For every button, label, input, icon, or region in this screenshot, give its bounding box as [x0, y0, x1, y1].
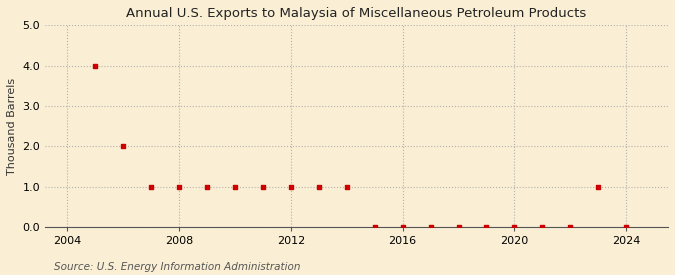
Y-axis label: Thousand Barrels: Thousand Barrels — [7, 78, 17, 175]
Point — [621, 225, 632, 229]
Point — [230, 185, 240, 189]
Point — [90, 64, 101, 68]
Point — [342, 185, 352, 189]
Point — [481, 225, 492, 229]
Point — [509, 225, 520, 229]
Text: Source: U.S. Energy Information Administration: Source: U.S. Energy Information Administ… — [54, 262, 300, 272]
Point — [146, 185, 157, 189]
Point — [258, 185, 269, 189]
Title: Annual U.S. Exports to Malaysia of Miscellaneous Petroleum Products: Annual U.S. Exports to Malaysia of Misce… — [126, 7, 587, 20]
Point — [565, 225, 576, 229]
Point — [425, 225, 436, 229]
Point — [537, 225, 547, 229]
Point — [173, 185, 184, 189]
Point — [593, 185, 603, 189]
Point — [286, 185, 296, 189]
Point — [202, 185, 213, 189]
Point — [398, 225, 408, 229]
Point — [118, 144, 129, 148]
Point — [369, 225, 380, 229]
Point — [453, 225, 464, 229]
Point — [313, 185, 324, 189]
